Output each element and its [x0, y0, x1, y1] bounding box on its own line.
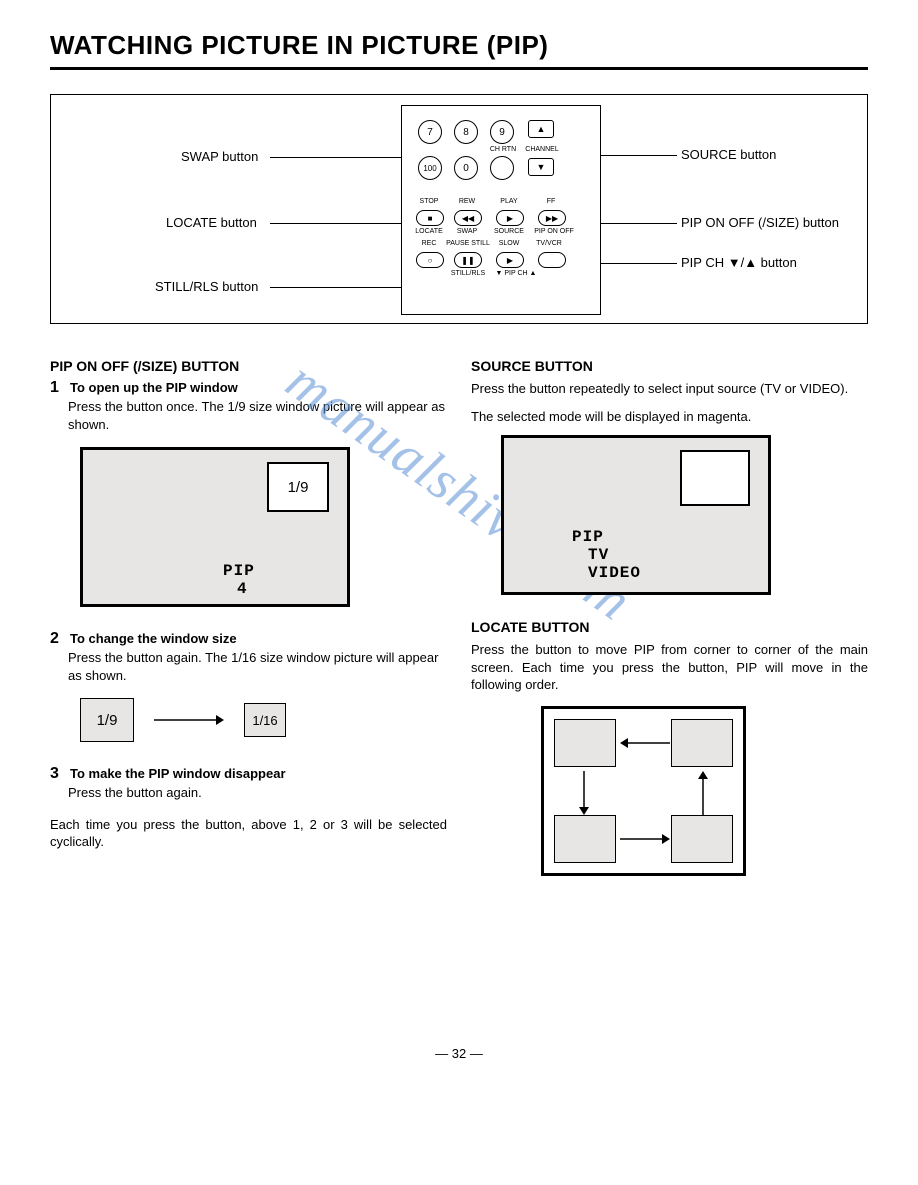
step-2: 2 To change the window size: [50, 631, 447, 647]
step-3-num: 3: [50, 766, 64, 782]
step-1-title: To open up the PIP window: [70, 380, 238, 396]
remote-btn-play: ▶: [496, 210, 524, 226]
arrow-icon: [154, 712, 224, 728]
locate-box-br: [671, 815, 733, 863]
step-1-body: Press the button once. The 1/9 size wind…: [68, 398, 447, 433]
locate-body: Press the button to move PIP from corner…: [471, 641, 868, 694]
remote-btn-up: ▲: [528, 120, 554, 138]
arrow-icon: [620, 737, 670, 749]
remote-label-channel: CHANNEL: [522, 146, 562, 153]
remote-label-stop: STOP: [414, 198, 444, 205]
step-2-title: To change the window size: [70, 631, 237, 647]
size-box-19: 1/9: [80, 698, 134, 742]
leader-pipch: PIP CH ▼/▲ button: [681, 255, 797, 270]
content-columns: PIP ON OFF (/SIZE) BUTTON 1 To open up t…: [50, 358, 868, 876]
source-body-2: The selected mode will be displayed in m…: [471, 408, 868, 426]
remote-btn-stop: ■: [416, 210, 444, 226]
remote-btn-rec: ○: [416, 252, 444, 268]
remote-btn-0: 0: [454, 156, 478, 180]
remote-btn-tvvcr: [538, 252, 566, 268]
right-column: SOURCE BUTTON Press the button repeatedl…: [471, 358, 868, 876]
locate-box-tl: [554, 719, 616, 767]
step-3-title: To make the PIP window disappear: [70, 766, 286, 782]
size-box-116: 1/16: [244, 703, 286, 737]
remote-btn-chrtn: [490, 156, 514, 180]
remote-diagram: SWAP button LOCATE button STILL/RLS butt…: [50, 94, 868, 324]
remote-label-play: PLAY: [494, 198, 524, 205]
remote-btn-slow: ▶: [496, 252, 524, 268]
remote-label-rew: REW: [452, 198, 482, 205]
title-rule: [50, 67, 868, 70]
remote-btn-ff: ▶▶: [538, 210, 566, 226]
remote-btn-9: 9: [490, 120, 514, 144]
tv-figure-2: PIP TV VIDEO: [501, 435, 771, 595]
leader-swap: SWAP button: [181, 149, 258, 164]
remote-label-ff: FF: [536, 198, 566, 205]
remote-label-slow: SLOW: [494, 240, 524, 247]
remote-label-locate: LOCATE: [412, 228, 446, 235]
step-2-num: 2: [50, 631, 64, 647]
heading-piponoff: PIP ON OFF (/SIZE) BUTTON: [50, 358, 447, 374]
tv-inset-2: [680, 450, 750, 506]
step-1-num: 1: [50, 380, 64, 396]
arrow-icon: [697, 771, 709, 815]
locate-box-tr: [671, 719, 733, 767]
step-3-body: Press the button again.: [68, 784, 447, 802]
heading-source: SOURCE BUTTON: [471, 358, 868, 374]
locate-box-bl: [554, 815, 616, 863]
tv-figure-1: 1/9 PIP 4: [80, 447, 350, 607]
remote-btn-7: 7: [418, 120, 442, 144]
remote-btn-pause: ❚❚: [454, 252, 482, 268]
tv1-4: 4: [237, 580, 248, 598]
remote-label-piponoff: PIP ON OFF: [530, 228, 578, 235]
remote-btn-rew: ◀◀: [454, 210, 482, 226]
remote-label-pipch: ▼ PIP CH ▲: [492, 270, 540, 277]
remote-label-source: SOURCE: [490, 228, 528, 235]
step-3: 3 To make the PIP window disappear: [50, 766, 447, 782]
locate-figure: [541, 706, 746, 876]
leader-locate: LOCATE button: [166, 215, 257, 230]
leader-source: SOURCE button: [681, 147, 776, 162]
tv2-video: VIDEO: [588, 564, 641, 582]
leader-line: [601, 263, 677, 264]
leader-still: STILL/RLS button: [155, 279, 258, 294]
tv2-tv: TV: [588, 546, 609, 564]
remote-label-rec: REC: [414, 240, 444, 247]
remote-btn-8: 8: [454, 120, 478, 144]
left-column: PIP ON OFF (/SIZE) BUTTON 1 To open up t…: [50, 358, 447, 876]
step-2-body: Press the button again. The 1/16 size wi…: [68, 649, 447, 684]
page-title: WATCHING PICTURE IN PICTURE (PIP): [50, 30, 868, 61]
leader-line: [270, 223, 401, 224]
tv1-pip: PIP: [223, 562, 255, 580]
arrow-icon: [620, 833, 670, 845]
heading-locate: LOCATE BUTTON: [471, 619, 868, 635]
arrow-icon: [578, 771, 590, 815]
page-number: — 32 —: [50, 1046, 868, 1061]
remote-btn-100: 100: [418, 156, 442, 180]
remote-label-tvvcr: TV/VCR: [530, 240, 568, 247]
remote-label-pause: PAUSE STILL: [444, 240, 492, 247]
remote-label-chrtn: CH RTN: [488, 146, 518, 153]
leader-line: [601, 223, 677, 224]
tv2-pip: PIP: [572, 528, 604, 546]
remote-body: 7 8 9 ▲ CH RTN CHANNEL 100 0 ▼ STOP REW …: [401, 105, 601, 315]
remote-label-swap: SWAP: [452, 228, 482, 235]
source-body-1: Press the button repeatedly to select in…: [471, 380, 868, 398]
tv-inset-1: 1/9: [267, 462, 329, 512]
leader-piponoff: PIP ON OFF (/SIZE) button: [681, 215, 839, 230]
remote-btn-down: ▼: [528, 158, 554, 176]
step-1: 1 To open up the PIP window: [50, 380, 447, 396]
size-comparison: 1/9 1/16: [80, 698, 447, 742]
remote-label-stillrls: STILL/RLS: [446, 270, 490, 277]
cyclic-note: Each time you press the button, above 1,…: [50, 816, 447, 851]
leader-line: [270, 287, 401, 288]
